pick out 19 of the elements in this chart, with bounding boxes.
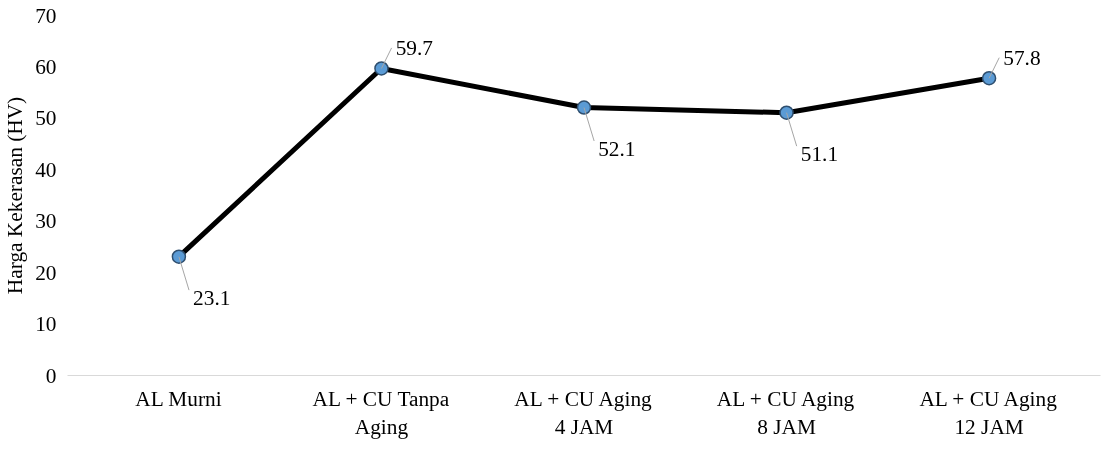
y-tick-label: 40 xyxy=(35,157,57,182)
x-tick-label: AL + CU Aging 4 JAM xyxy=(514,386,653,440)
y-tick-label: 10 xyxy=(35,312,57,337)
y-tick-label: 70 xyxy=(35,3,57,28)
data-label: 51.1 xyxy=(800,141,839,166)
x-tick-label: AL Murni xyxy=(135,386,222,411)
y-axis-title: Harga Kekerasan (HV) xyxy=(3,96,28,295)
y-tick-label: 0 xyxy=(45,363,57,388)
data-label: 23.1 xyxy=(193,285,231,310)
x-tick-label: AL + CU Aging 12 JAM xyxy=(919,386,1058,440)
data-label: 59.7 xyxy=(395,35,434,60)
data-label: 57.8 xyxy=(1003,45,1041,70)
x-tick-label: AL + CU Tanpa Aging xyxy=(312,386,450,440)
y-tick-label: 30 xyxy=(35,209,57,234)
y-tick-label: 60 xyxy=(35,54,57,79)
data-label: 52.1 xyxy=(598,136,636,161)
x-tick-label: AL + CU Aging 8 JAM xyxy=(716,386,855,440)
y-tick-label: 20 xyxy=(35,260,57,285)
y-tick-label: 50 xyxy=(35,106,57,131)
